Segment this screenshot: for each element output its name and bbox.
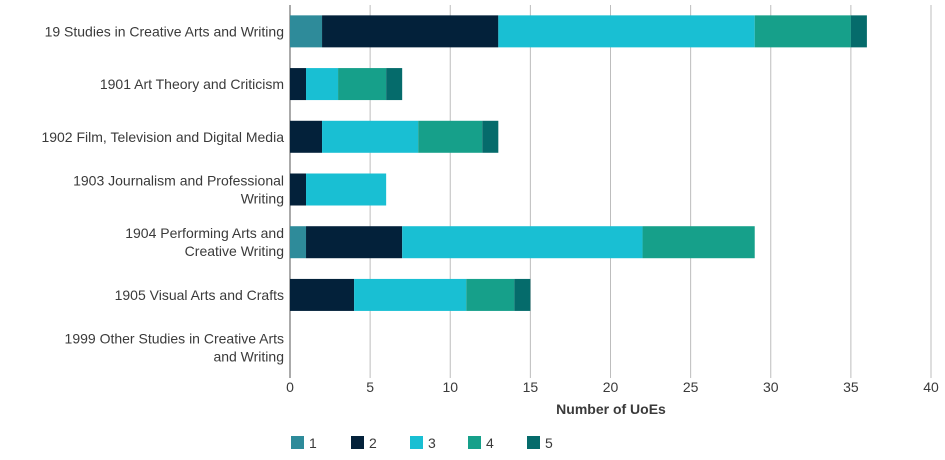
bar-segment — [466, 278, 515, 311]
bar-segment — [290, 173, 307, 206]
bars — [290, 15, 867, 311]
category-label: 1902 Film, Television and Digital Media — [41, 129, 284, 145]
bar-segment — [498, 15, 755, 48]
legend-label: 2 — [369, 435, 377, 451]
x-tick-label: 25 — [683, 379, 699, 395]
legend-label: 3 — [428, 435, 436, 451]
x-tick-labels: 0 5 10 15 20 25 30 35 40 — [286, 379, 939, 395]
bar-segment — [306, 68, 339, 101]
x-tick-label: 15 — [523, 379, 539, 395]
legend-swatch — [410, 436, 423, 449]
legend-swatch — [351, 436, 364, 449]
x-tick-label: 5 — [366, 379, 374, 395]
category-label: 1999 Other Studies in Creative Arts — [65, 331, 284, 347]
legend-label: 1 — [309, 435, 317, 451]
bar-segment — [354, 278, 467, 311]
legend-label: 4 — [486, 435, 494, 451]
category-label: 1905 Visual Arts and Crafts — [115, 287, 284, 303]
category-label: 19 Studies in Creative Arts and Writing — [45, 23, 284, 39]
category-label: Writing — [241, 191, 284, 207]
bar-segment — [514, 278, 531, 311]
x-tick-label: 10 — [442, 379, 458, 395]
legend-swatch — [291, 436, 304, 449]
x-tick-label: 40 — [923, 379, 939, 395]
gridlines — [289, 5, 932, 378]
bar-segment — [290, 226, 307, 259]
bar-segment — [850, 15, 867, 48]
legend-label: 5 — [545, 435, 553, 451]
category-label: 1904 Performing Arts and — [125, 225, 284, 241]
category-label: 1901 Art Theory and Criticism — [100, 76, 284, 92]
bar-segment — [386, 68, 403, 101]
bar-segment — [290, 120, 323, 153]
category-labels: 19 Studies in Creative Arts and Writing 1… — [41, 23, 284, 364]
bar-segment — [754, 15, 851, 48]
category-label: Creative Writing — [185, 243, 284, 259]
bar-segment — [322, 120, 419, 153]
x-tick-label: 20 — [603, 379, 619, 395]
bar-segment — [418, 120, 483, 153]
legend-swatch — [468, 436, 481, 449]
bar-segment — [338, 68, 387, 101]
bar-segment — [402, 226, 643, 259]
bar-segment — [306, 226, 403, 259]
legend-swatch — [527, 436, 540, 449]
bar-segment — [306, 173, 387, 206]
bar-segment — [322, 15, 499, 48]
bar-segment — [642, 226, 755, 259]
category-label: and Writing — [213, 349, 284, 365]
bar-segment — [482, 120, 499, 153]
category-label: 1903 Journalism and Professional — [73, 173, 284, 189]
bar-segment — [290, 68, 307, 101]
legend: 1 2 3 4 5 — [291, 435, 553, 451]
x-axis-title: Number of UoEs — [556, 401, 666, 417]
x-tick-label: 0 — [286, 379, 294, 395]
bar-segment — [290, 15, 323, 48]
x-tick-label: 30 — [763, 379, 779, 395]
bar-segment — [290, 278, 355, 311]
x-tick-label: 35 — [843, 379, 859, 395]
